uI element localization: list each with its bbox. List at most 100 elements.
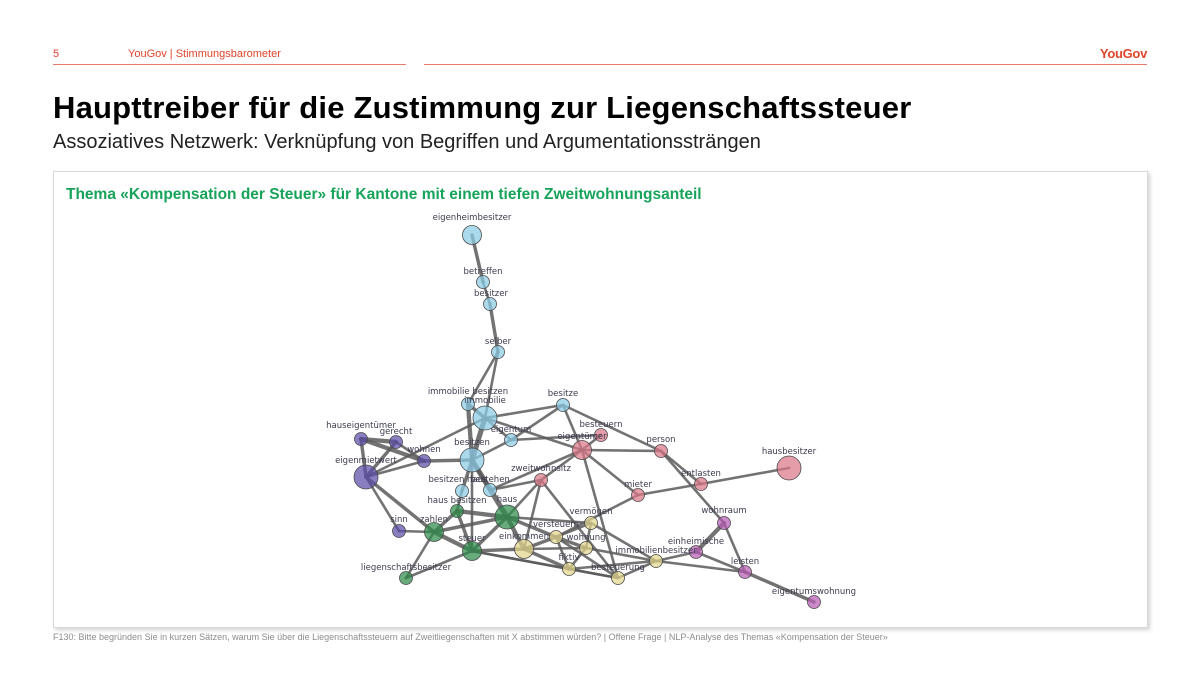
network-edge bbox=[483, 403, 565, 420]
network-edge bbox=[522, 546, 588, 551]
network-node-haus_besitzen bbox=[450, 504, 464, 518]
network-label-eigenmietwert: eigenmietwert bbox=[335, 456, 397, 466]
network-node-besitzen_haus bbox=[455, 484, 469, 498]
network-node-eigentuemer bbox=[572, 440, 592, 460]
network-label-einheimische: einheimische bbox=[668, 537, 724, 547]
network-node-immobilienbesitzer bbox=[649, 554, 663, 568]
network-label-immobilienbesitzer: immobilienbesitzer bbox=[615, 546, 697, 556]
network-node-eigenmietwert bbox=[353, 464, 379, 490]
network-label-fiktiv: fiktiv bbox=[558, 553, 579, 563]
network-edges bbox=[358, 233, 816, 604]
network-label-gerecht: gerecht bbox=[380, 427, 413, 437]
network-edge bbox=[483, 416, 584, 452]
network-edge bbox=[509, 433, 603, 442]
network-node-einheimische bbox=[689, 545, 703, 559]
network-label-immobilie_besitzen: immobilie besitzen bbox=[428, 387, 508, 397]
network-node-zahlen bbox=[424, 522, 444, 542]
network-label-besitzen_haus: besitzen haus bbox=[429, 475, 489, 485]
network-label-hauseigentuemer: hauseigentümer bbox=[326, 421, 396, 431]
network-edge bbox=[589, 521, 658, 563]
network-edge bbox=[561, 403, 663, 453]
page-subtitle: Assoziatives Netzwerk: Verknüpfung von B… bbox=[53, 131, 761, 153]
network-edge bbox=[432, 515, 509, 534]
network-label-entlasten: entlasten bbox=[681, 469, 721, 479]
network-label-hausbesitzer: hausbesitzer bbox=[762, 447, 817, 457]
network-label-immobilie: immobilie bbox=[464, 396, 506, 406]
network-node-eigentum bbox=[504, 433, 518, 447]
network-edge bbox=[404, 549, 474, 580]
network-label-mieter: mieter bbox=[624, 480, 652, 490]
network-node-besteuern bbox=[594, 428, 608, 442]
network-node-leisten bbox=[738, 565, 752, 579]
network-edge bbox=[488, 478, 543, 492]
network-edge bbox=[584, 546, 658, 563]
network-label-vermoegen: vermögen bbox=[569, 507, 612, 517]
network-node-hausbesitzer bbox=[776, 455, 802, 481]
network-nodes bbox=[353, 225, 821, 609]
network-node-zweitwohnsitz bbox=[534, 473, 548, 487]
network-label-versteuern: versteuern bbox=[533, 520, 579, 530]
network-label-bestehen: bestehen bbox=[470, 475, 510, 485]
network-node-haus bbox=[494, 504, 520, 530]
network-edge bbox=[522, 478, 543, 551]
network-edge bbox=[743, 570, 816, 604]
network-node-steuer bbox=[462, 541, 482, 561]
network-node-vermoegen bbox=[584, 516, 598, 530]
header-section-title: YouGov | Stimmungsbarometer bbox=[128, 48, 281, 60]
network-edge bbox=[580, 448, 663, 453]
network-edge bbox=[659, 449, 703, 486]
network-label-leisten: leisten bbox=[731, 557, 759, 567]
panel-title: Thema «Kompensation der Steuer» für Kant… bbox=[66, 186, 702, 203]
network-label-selber: selber bbox=[485, 337, 512, 347]
network-node-sinn bbox=[392, 524, 406, 538]
network-label-eigentumswohnung: eigentumswohnung bbox=[772, 587, 856, 597]
network-node-person bbox=[654, 444, 668, 458]
network-edge bbox=[654, 559, 747, 574]
network-label-besitzer: besitzer bbox=[474, 289, 508, 299]
network-label-eigenheimbesitzer: eigenheimbesitzer bbox=[433, 213, 512, 223]
network-label-wohnung: wohnung bbox=[566, 533, 605, 543]
network-node-immobilie bbox=[472, 405, 498, 431]
network-label-zahlen: zahlen bbox=[420, 515, 448, 525]
network-edge bbox=[554, 493, 640, 539]
page-title: Haupttreiber für die Zustimmung zur Lieg… bbox=[53, 90, 912, 125]
network-edge bbox=[358, 436, 427, 464]
network-edge bbox=[636, 482, 703, 497]
network-edge bbox=[488, 448, 584, 492]
network-label-sinn: sinn bbox=[390, 515, 408, 525]
network-edge bbox=[509, 403, 565, 442]
network-node-gerecht bbox=[389, 435, 403, 449]
network-label-besitzen: besitzen bbox=[454, 438, 490, 448]
network-label-betreffen: betreffen bbox=[464, 267, 503, 277]
network-node-selber bbox=[491, 345, 505, 359]
network-node-eigentumswohnung bbox=[807, 595, 821, 609]
network-node-liegenschaftsbesitzer bbox=[399, 571, 413, 585]
network-edge bbox=[466, 350, 500, 406]
network-node-versteuern bbox=[549, 530, 563, 544]
network-edge bbox=[616, 559, 658, 580]
network-label-person: person bbox=[646, 435, 675, 445]
network-edge bbox=[722, 521, 747, 574]
network-node-besteuerung bbox=[611, 571, 625, 585]
network-edge bbox=[567, 567, 620, 580]
network-label-haus_besitzen: haus besitzen bbox=[428, 496, 487, 506]
network-edge bbox=[580, 448, 620, 580]
network-edge bbox=[364, 416, 487, 479]
network-edge bbox=[694, 550, 747, 574]
network-edge bbox=[567, 559, 658, 571]
network-node-mieter bbox=[631, 488, 645, 502]
network-node-fiktiv bbox=[562, 562, 576, 576]
header-divider-right bbox=[424, 64, 1147, 65]
network-label-besteuerung: besteuerung bbox=[591, 563, 645, 573]
network-label-eigentuemer: eigentümer bbox=[557, 432, 607, 442]
network-edge bbox=[699, 466, 791, 486]
network-panel: Thema «Kompensation der Steuer» für Kant… bbox=[53, 171, 1148, 628]
network-labels: eigenheimbesitzer betreffen besitzer selber… bbox=[326, 213, 856, 597]
network-label-zweitwohnsitz: zweitwohnsitz bbox=[511, 464, 571, 474]
network-node-wohnen bbox=[417, 454, 431, 468]
network-label-eigentum: eigentum bbox=[491, 425, 532, 435]
network-edge bbox=[364, 475, 436, 534]
network-node-besitzen bbox=[459, 447, 485, 473]
network-node-betreffen bbox=[476, 275, 490, 289]
association-network: eigenheimbesitzer betreffen besitzer selber… bbox=[326, 213, 856, 609]
